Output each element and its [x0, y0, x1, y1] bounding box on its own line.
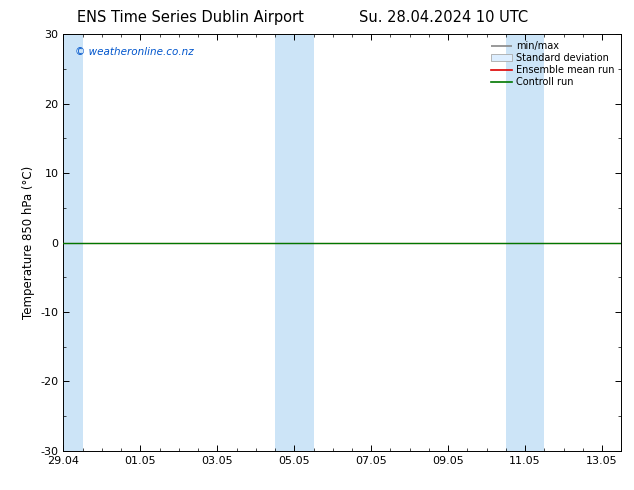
Text: © weatheronline.co.nz: © weatheronline.co.nz — [75, 47, 193, 57]
Bar — [63, 34, 82, 451]
Bar — [294, 34, 313, 451]
Text: ENS Time Series Dublin Airport: ENS Time Series Dublin Airport — [77, 10, 304, 24]
Bar — [506, 34, 525, 451]
Legend: min/max, Standard deviation, Ensemble mean run, Controll run: min/max, Standard deviation, Ensemble me… — [489, 39, 616, 89]
Y-axis label: Temperature 850 hPa (°C): Temperature 850 hPa (°C) — [22, 166, 35, 319]
Bar — [275, 34, 294, 451]
Text: Su. 28.04.2024 10 UTC: Su. 28.04.2024 10 UTC — [359, 10, 528, 24]
Bar — [525, 34, 545, 451]
